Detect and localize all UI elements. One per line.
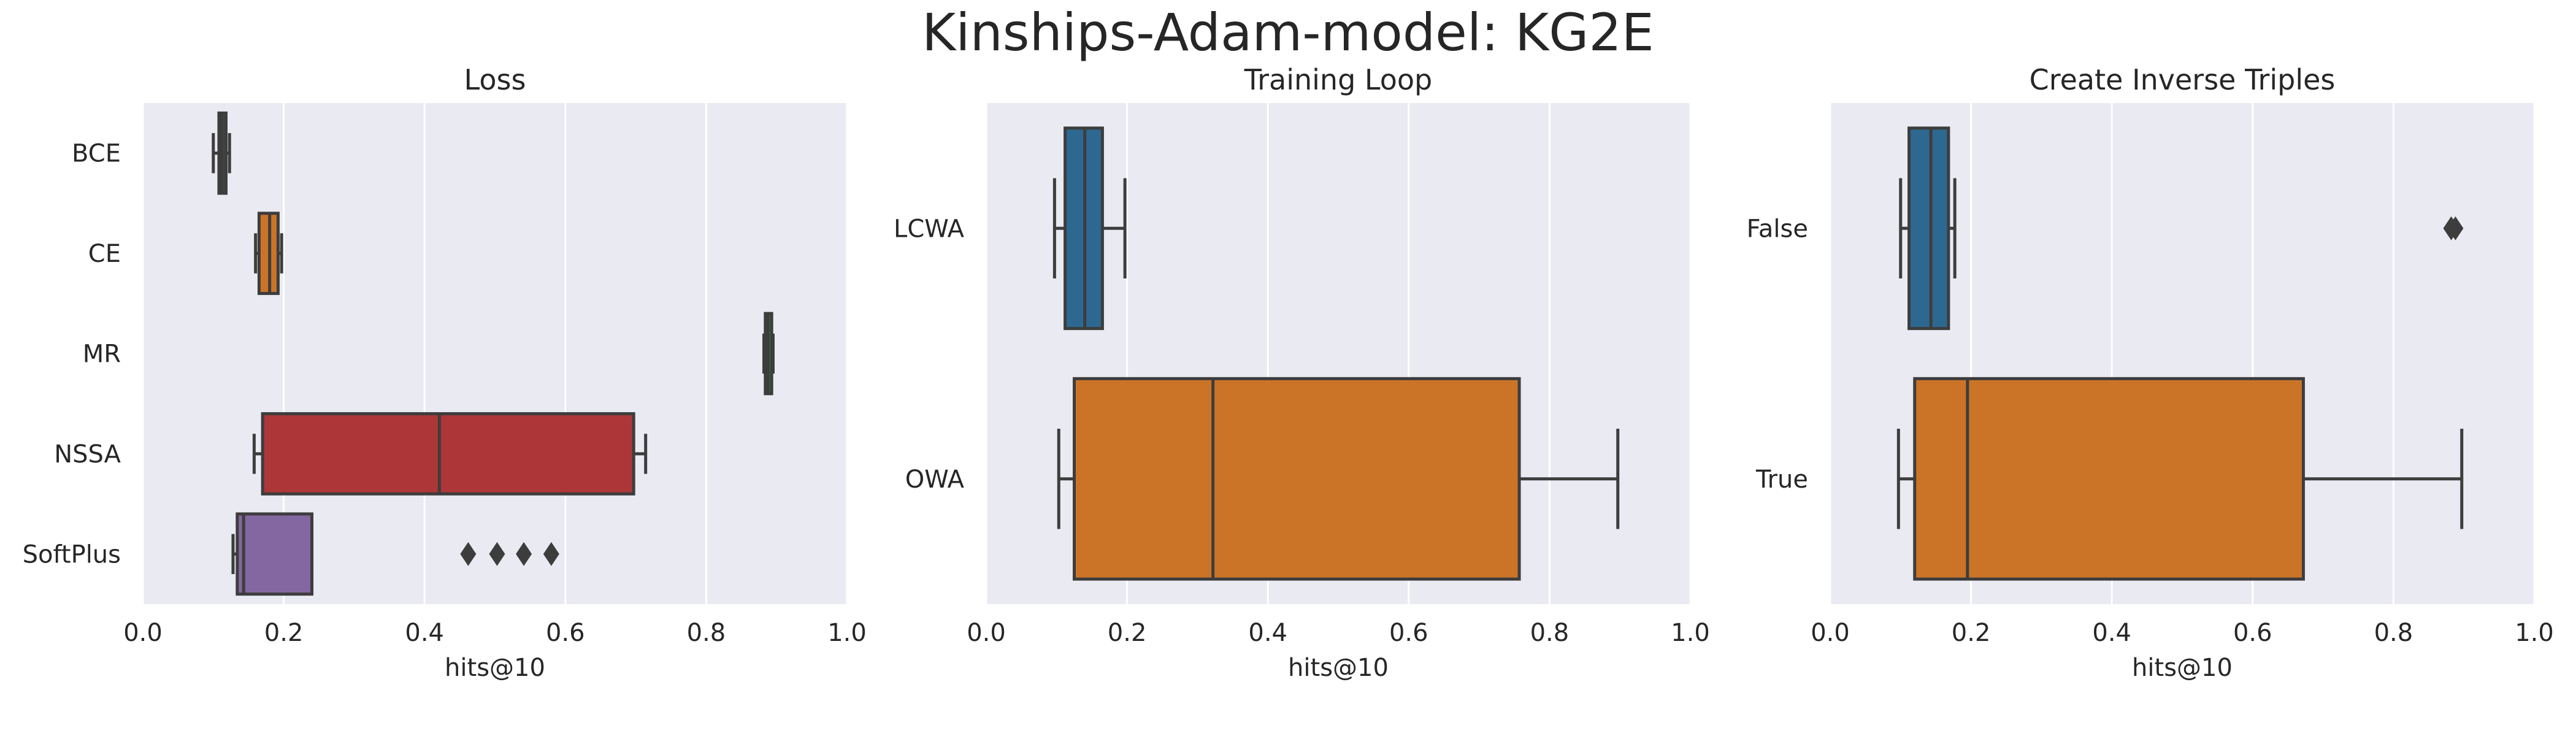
y-tick-label: CE bbox=[88, 240, 121, 268]
x-axis-label: hits@10 bbox=[1288, 654, 1389, 682]
box-bce bbox=[212, 111, 231, 195]
x-tick-label: 0.6 bbox=[2233, 619, 2272, 647]
y-tick-label: OWA bbox=[905, 466, 965, 494]
x-tick-label: 0.2 bbox=[1952, 619, 1991, 647]
box-owa bbox=[1057, 377, 1620, 581]
subplot-title: Training Loop bbox=[1244, 63, 1432, 96]
y-tick-label: True bbox=[1755, 466, 1808, 494]
subplot-1: 0.0 0.2 0.4 0.6 0.8 1.0 Loss hits@10 BCE CE MR NSSA… bbox=[23, 63, 867, 682]
subplot-title: Loss bbox=[464, 63, 526, 96]
x-tick-label: 0.4 bbox=[2092, 619, 2131, 647]
x-tick-label: 0.8 bbox=[1530, 619, 1570, 647]
x-axis-label: hits@10 bbox=[445, 654, 545, 682]
box-lcwa bbox=[1052, 126, 1127, 331]
outlier-point bbox=[516, 542, 532, 566]
subplot-2: 0.0 0.2 0.4 0.6 0.8 1.0 Training Loop hits@10 LC… bbox=[894, 63, 1710, 682]
x-tick-label: 0.0 bbox=[1811, 619, 1850, 647]
box-body bbox=[1913, 377, 2305, 581]
box-body bbox=[1907, 126, 1950, 331]
x-tick-label: 0.2 bbox=[1108, 619, 1147, 647]
x-tick-label: 0.0 bbox=[123, 619, 163, 647]
x-tick-label: 0.6 bbox=[546, 619, 585, 647]
outlier-point bbox=[489, 542, 505, 566]
outlier-point bbox=[2447, 216, 2464, 240]
x-tick-label: 1.0 bbox=[2515, 619, 2554, 647]
y-tick-label: LCWA bbox=[894, 215, 965, 243]
subplot-title: Create Inverse Triples bbox=[2030, 63, 2336, 96]
x-tick-label: 0.2 bbox=[264, 619, 304, 647]
y-tick-label: BCE bbox=[72, 140, 121, 168]
box-false bbox=[1899, 126, 2464, 331]
box-softplus bbox=[231, 512, 559, 596]
x-tick-label: 0.4 bbox=[1248, 619, 1287, 647]
y-tick-label: SoftPlus bbox=[23, 540, 121, 569]
box-body bbox=[261, 412, 635, 496]
x-tick-label: 0.4 bbox=[405, 619, 444, 647]
figure-title: Kinships-Adam-model: KG2E bbox=[922, 2, 1654, 63]
box-true bbox=[1896, 377, 2464, 581]
y-tick-label: False bbox=[1747, 215, 1808, 243]
box-body bbox=[236, 512, 314, 596]
y-tick-label: MR bbox=[83, 340, 121, 369]
x-tick-label: 1.0 bbox=[1671, 619, 1710, 647]
x-axis-label: hits@10 bbox=[2132, 654, 2233, 682]
x-tick-label: 0.8 bbox=[2374, 619, 2413, 647]
y-tick-label: NSSA bbox=[54, 440, 121, 469]
x-tick-label: 0.6 bbox=[1389, 619, 1428, 647]
box-mr bbox=[762, 312, 775, 396]
box-nssa bbox=[252, 412, 648, 496]
outlier-point bbox=[543, 542, 559, 566]
outlier-point bbox=[460, 542, 477, 566]
x-tick-label: 1.0 bbox=[827, 619, 867, 647]
box-body bbox=[1073, 377, 1521, 581]
subplot-3: 0.0 0.2 0.4 0.6 0.8 1.0 Create Inverse Triples… bbox=[1747, 63, 2554, 682]
x-tick-label: 0.8 bbox=[687, 619, 726, 647]
box-ce bbox=[254, 212, 283, 295]
x-tick-label: 0.0 bbox=[967, 619, 1006, 647]
